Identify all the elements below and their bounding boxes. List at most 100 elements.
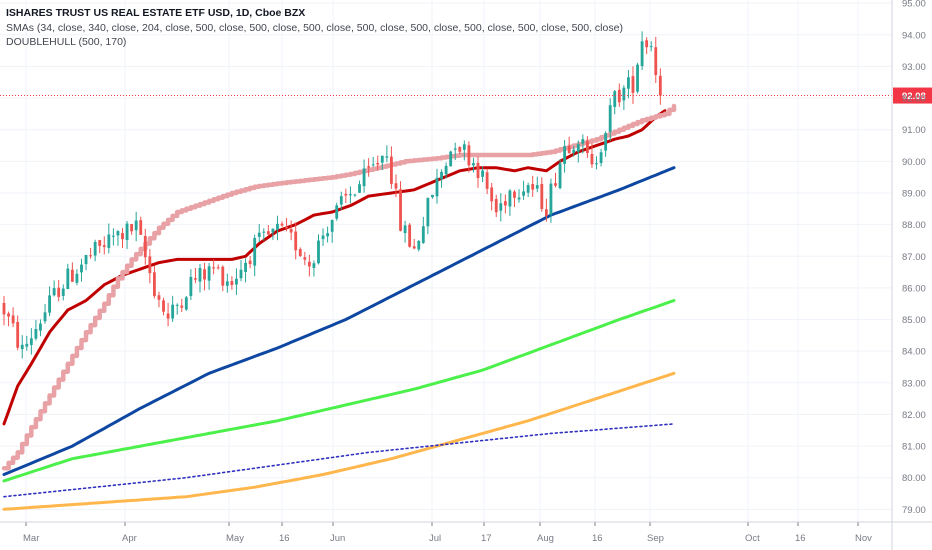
candle-body xyxy=(116,231,120,236)
price-tick-label: 84.00 xyxy=(902,347,926,358)
candle-body xyxy=(617,89,621,103)
candle-body xyxy=(162,300,165,312)
candle-body xyxy=(458,147,462,152)
series-sma-dotted xyxy=(3,423,675,498)
candle-body xyxy=(130,224,134,232)
candle-body xyxy=(567,146,571,154)
candle-body xyxy=(417,240,421,250)
time-tick-label: 16 xyxy=(592,533,603,544)
candle-body xyxy=(453,148,457,150)
candle-body xyxy=(25,343,29,347)
candle-body xyxy=(412,246,416,249)
candle-body xyxy=(595,163,598,165)
candle-body xyxy=(367,166,371,168)
candle-body xyxy=(467,145,471,166)
series-sma-34 xyxy=(2,109,667,426)
candle-body xyxy=(303,257,307,260)
candle-body xyxy=(585,141,589,154)
candle-body xyxy=(80,264,83,273)
candle-body xyxy=(152,272,156,297)
candle-body xyxy=(61,288,65,296)
price-tick-label: 92.00 xyxy=(902,94,926,105)
candle-body xyxy=(654,47,658,75)
candle-body xyxy=(627,77,630,89)
candle-body xyxy=(184,297,188,310)
candle-body xyxy=(29,338,33,345)
series-sma-blue xyxy=(2,166,676,476)
candle-body xyxy=(339,196,343,205)
candle-body xyxy=(358,184,361,193)
series-sma-green xyxy=(2,299,676,483)
candle-body xyxy=(326,233,330,237)
candle-body xyxy=(307,261,311,267)
time-tick-label: Apr xyxy=(122,533,137,544)
symbol-title[interactable]: ISHARES TRUST US REAL ESTATE ETF USD, 1D… xyxy=(6,7,306,19)
candle-body xyxy=(490,187,494,202)
candle-body xyxy=(84,255,88,265)
price-axis[interactable]: 79.00 80.00 81.00 82.00 83.00 84.00 85.00 86.00… xyxy=(891,0,926,550)
candle-body xyxy=(649,46,653,48)
candle-body xyxy=(513,191,516,198)
candle-body xyxy=(408,224,412,247)
candle-body xyxy=(371,164,375,166)
candle-body xyxy=(572,149,576,153)
candle-body xyxy=(581,139,585,144)
candle-body xyxy=(636,64,639,92)
candle-body xyxy=(239,269,243,279)
candle-body xyxy=(353,194,357,196)
price-tick-label: 89.00 xyxy=(902,188,926,199)
candle-body xyxy=(604,133,608,151)
doublehull-indicator-label[interactable]: DOUBLEHULL (500, 170) xyxy=(6,36,127,48)
price-tick-label: 82.00 xyxy=(902,410,926,421)
candle-body xyxy=(522,191,526,196)
candle-body xyxy=(171,304,175,319)
candle-body xyxy=(98,240,102,246)
candle-body xyxy=(462,144,466,150)
price-tick-label: 90.00 xyxy=(902,157,926,168)
candle-body xyxy=(294,231,298,251)
candle-body xyxy=(481,170,484,177)
candle-body xyxy=(271,228,275,233)
candlesticks xyxy=(2,31,662,359)
sma-indicator-label[interactable]: SMAs (34, close, 340, close, 204, close,… xyxy=(6,21,623,34)
price-tick-label: 81.00 xyxy=(902,442,926,453)
candle-body xyxy=(34,329,38,339)
candle-body xyxy=(125,223,129,241)
candle-body xyxy=(348,194,352,196)
candle-body xyxy=(499,203,503,211)
candle-body xyxy=(385,156,389,158)
series-sma-orange xyxy=(2,371,676,511)
candle-body xyxy=(75,273,79,283)
candle-body xyxy=(2,302,6,315)
candle-body xyxy=(403,225,407,234)
candle-body xyxy=(207,266,211,281)
candle-body xyxy=(563,146,567,164)
candle-body xyxy=(89,255,93,257)
candle-body xyxy=(121,233,124,240)
candle-body xyxy=(111,235,115,237)
candle-body xyxy=(157,295,161,300)
candle-body xyxy=(517,197,521,200)
candle-body xyxy=(526,185,530,193)
candle-body xyxy=(148,256,152,274)
candle-body xyxy=(485,172,489,189)
candle-body xyxy=(52,288,56,296)
candle-body xyxy=(276,223,279,230)
candle-body xyxy=(212,267,216,269)
chart-grid xyxy=(0,0,892,522)
candle-body xyxy=(66,268,70,289)
price-tick-label: 79.00 xyxy=(902,505,926,516)
time-tick-label: Aug xyxy=(537,533,554,544)
candle-body xyxy=(312,263,316,268)
candle-body xyxy=(39,323,42,331)
candle-body xyxy=(321,235,325,240)
candle-body xyxy=(143,236,147,258)
time-tick-label: Nov xyxy=(855,533,872,544)
candle-body xyxy=(631,76,635,93)
time-axis[interactable]: Mar Apr May 16 Jun Jul 17 Aug 16 Sep Oct 16 Nov xyxy=(0,521,932,544)
candle-body xyxy=(280,223,284,226)
candle-body xyxy=(608,105,612,132)
candle-body xyxy=(476,162,480,179)
candle-body xyxy=(257,232,261,237)
